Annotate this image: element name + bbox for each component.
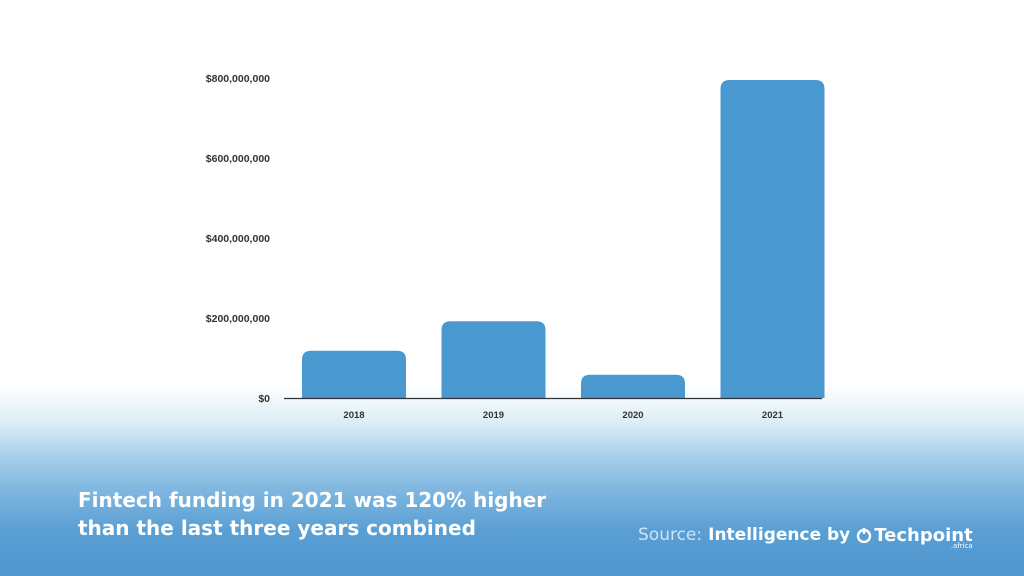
caption-line-2: than the last three years combined [78,516,476,540]
source-text: Intelligence by [708,525,851,545]
y-tick-label: $600,000,000 [206,153,270,165]
y-tick-label: $400,000,000 [206,233,270,245]
bar-2020 [581,374,685,398]
x-tick-label: 2021 [762,410,784,421]
bar-2021 [720,80,825,398]
x-tick-label: 2018 [343,410,364,421]
caption-line-1: Fintech funding in 2021 was 120% higher [78,488,547,512]
y-tick-label: $200,000,000 [206,313,270,325]
chart-caption: Fintech funding in 2021 was 120% higher … [78,486,598,542]
x-tick-label: 2020 [622,410,643,421]
x-tick-label: 2019 [483,410,504,421]
techpoint-logo: Techpoint .africa [856,524,973,550]
techpoint-logo-icon [857,528,872,543]
y-tick-label: $800,000,000 [206,73,270,85]
source-prefix: Source: [638,525,703,545]
brand-name: Techpoint [874,524,973,546]
chart-svg: $0 $200,000,000 $400,000,000 $600,000,000 $8… [206,73,825,421]
brand-suffix: .africa [950,541,973,550]
bar-2018 [302,350,406,398]
y-tick-label: $0 [258,393,270,405]
bar-2019 [441,321,546,398]
bar-chart: $0 $200,000,000 $400,000,000 $600,000,000 $8… [206,73,825,421]
source-credit: Source: Intelligence by Techpoint .afric… [638,521,973,550]
